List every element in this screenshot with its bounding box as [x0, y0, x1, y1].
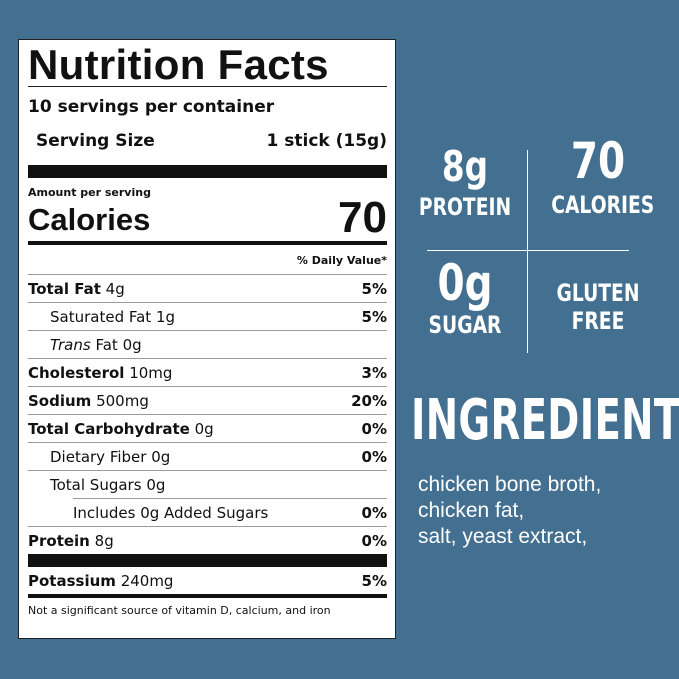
nutrient-name: Saturated Fat — [50, 307, 152, 326]
nutrient-name: Potassium — [28, 571, 116, 590]
divider-thick — [28, 554, 387, 567]
serving-size-row: Serving Size 1 stick (15g) — [28, 131, 387, 151]
sugar-label: SUGAR — [428, 311, 502, 339]
calories-highlight-label: CALORIES — [551, 191, 655, 219]
serving-size-label: Serving Size — [36, 131, 155, 151]
divider — [28, 86, 387, 87]
row-dietary-fiber: Dietary Fiber 0g 0% — [28, 443, 387, 470]
ingredients-title: INGREDIENTS — [411, 388, 679, 453]
nutrient-daily-value: 0% — [361, 447, 387, 466]
nutrient-name: Includes — [73, 503, 136, 522]
ingredients-list: chicken bone broth, chicken fat, salt, y… — [418, 472, 601, 550]
nutrient-name: Total Carbohydrate — [28, 419, 190, 438]
serving-size-value: 1 stick (15g) — [266, 131, 388, 151]
nutrient-amount: 0g — [146, 475, 166, 494]
highlights-grid: 8g PROTEIN 70 CALORIES 0g SUGAR GLUTEN F… — [405, 130, 654, 370]
servings-per-container: 10 servings per container — [28, 97, 275, 117]
footnote: Not a significant source of vitamin D, c… — [28, 604, 331, 617]
nutrient-amount: 500mg — [96, 391, 149, 410]
calories-value: 70 — [338, 193, 387, 242]
row-saturated-fat: Saturated Fat 1g 5% — [28, 303, 387, 330]
row-cholesterol: Cholesterol 10mg 3% — [28, 359, 387, 386]
gluten-free-highlight: GLUTEN FREE — [538, 279, 658, 335]
nutrient-daily-value: 3% — [361, 363, 387, 382]
ingredient-line: chicken bone broth, — [418, 473, 602, 496]
sugar-value: 0g — [437, 254, 493, 312]
nutrient-daily-value: 5% — [361, 279, 387, 298]
row-total-fat: Total Fat 4g 5% — [28, 275, 387, 302]
grid-divider-vertical — [527, 150, 528, 353]
nutrient-name: Protein — [28, 531, 90, 550]
nutrient-name: Trans — [50, 335, 91, 354]
amount-per-serving: Amount per serving — [28, 186, 151, 199]
divider — [28, 274, 387, 275]
row-potassium: Potassium 240mg 5% — [28, 567, 387, 594]
row-added-sugars: Includes 0g Added Sugars 0% — [28, 499, 387, 526]
nutrient-daily-value: 0% — [361, 503, 387, 522]
calories-label: Calories — [28, 202, 151, 237]
ingredient-line: salt, yeast extract, — [418, 525, 588, 548]
nutrient-amount: 10mg — [129, 363, 173, 382]
nutrient-daily-value: 5% — [361, 307, 387, 326]
nutrient-daily-value: 5% — [361, 571, 387, 590]
nutrient-amount: 240mg — [120, 571, 174, 590]
nutrient-name: Cholesterol — [28, 363, 125, 382]
nutrient-name-suffix: Fat — [95, 335, 118, 354]
nutrition-facts-title: Nutrition Facts — [28, 41, 329, 88]
nutrient-amount: 0g — [194, 419, 214, 438]
nutrient-amount: 4g — [105, 279, 125, 298]
divider-medium — [28, 241, 387, 245]
nutrition-facts-panel: Nutrition Facts 10 servings per containe… — [18, 39, 396, 639]
calories-highlight: 70 CALORIES — [538, 136, 658, 220]
gluten-free-line2: FREE — [571, 306, 625, 335]
protein-label: PROTEIN — [418, 193, 512, 221]
nutrient-name: Dietary Fiber — [50, 447, 147, 466]
row-total-carbohydrate: Total Carbohydrate 0g 0% — [28, 415, 387, 442]
nutrient-daily-value: 20% — [351, 391, 387, 410]
nutrient-amount: 0g Added Sugars — [140, 503, 269, 522]
row-trans-fat: Trans Fat 0g — [28, 331, 387, 358]
divider-thick — [28, 165, 387, 178]
protein-value: 8g — [441, 142, 489, 191]
calories-row: Calories 70 — [28, 195, 387, 241]
grid-divider-horizontal — [427, 250, 629, 251]
nutrient-amount: 8g — [94, 531, 114, 550]
nutrient-name: Total Sugars — [50, 475, 142, 494]
nutrient-name: Sodium — [28, 391, 92, 410]
row-protein: Protein 8g 0% — [28, 527, 387, 554]
nutrient-amount: 1g — [155, 307, 176, 326]
sugar-highlight: 0g SUGAR — [405, 258, 525, 340]
row-total-sugars: Total Sugars 0g — [28, 471, 387, 498]
nutrient-amount: 0g — [151, 447, 171, 466]
gluten-free-line1: GLUTEN — [556, 279, 640, 307]
nutrient-daily-value: 0% — [361, 531, 387, 550]
nutrient-amount: 0g — [122, 335, 142, 354]
daily-value-header: % Daily Value* — [296, 254, 387, 267]
nutrient-name: Total Fat — [28, 279, 101, 298]
divider-medium — [28, 594, 387, 598]
nutrient-daily-value: 0% — [361, 419, 387, 438]
row-sodium: Sodium 500mg 20% — [28, 387, 387, 414]
ingredient-line: chicken fat, — [418, 499, 525, 522]
calories-highlight-value: 70 — [570, 132, 626, 190]
protein-highlight: 8g PROTEIN — [405, 146, 525, 222]
